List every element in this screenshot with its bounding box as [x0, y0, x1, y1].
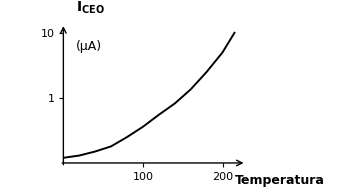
- Text: (μA): (μA): [76, 40, 102, 53]
- Text: Temperatura: Temperatura: [234, 174, 324, 187]
- Text: $\mathbf{I}_{\mathbf{CEO}}$: $\mathbf{I}_{\mathbf{CEO}}$: [76, 0, 105, 16]
